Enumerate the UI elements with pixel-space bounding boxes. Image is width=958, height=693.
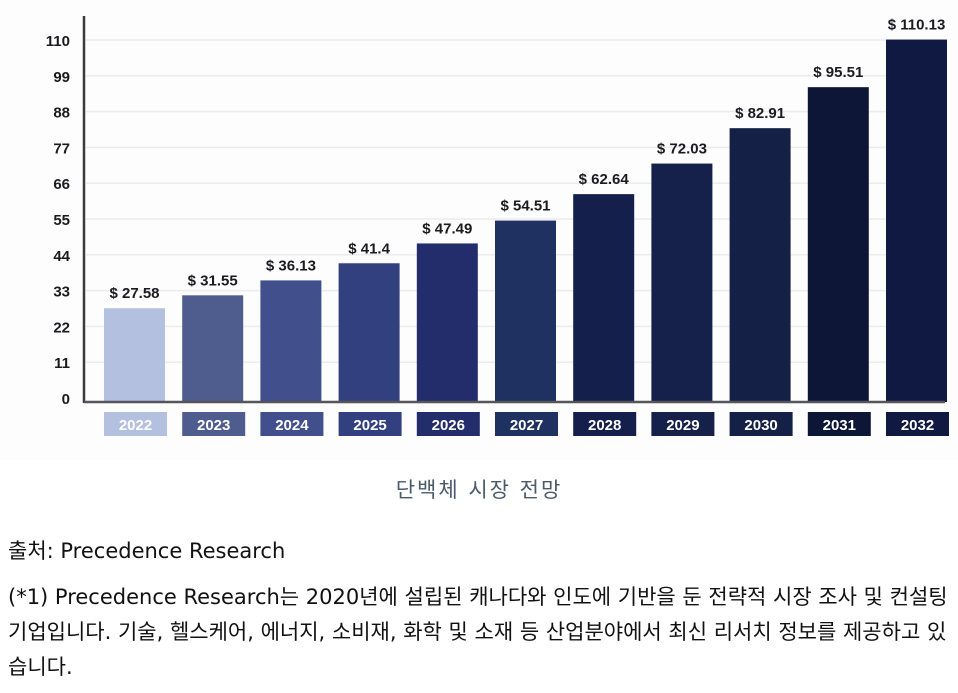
x-tick-label: 2030: [744, 417, 777, 434]
value-label: $ 54.51: [500, 198, 550, 215]
bar-2025: [338, 263, 400, 402]
bar-chart: 0 11 22 33 44 55 66 77 88 99 110 $ 27.58 $ 31.55 $ 3…: [46, 16, 949, 436]
bar-2022: [104, 308, 165, 402]
value-labels: $ 27.58 $ 31.55 $ 36.13 $ 41.4 $ 47.49 $ 54.5…: [109, 17, 945, 303]
x-tick-label: 2022: [119, 417, 152, 434]
x-label-box: [651, 412, 715, 436]
bar-2032: [886, 39, 947, 403]
x-tick-label: 2023: [197, 417, 230, 434]
bar-2026: [416, 243, 478, 402]
value-label: $ 27.58: [109, 285, 159, 302]
y-tick-label: 66: [53, 176, 70, 193]
value-label: $ 41.4: [348, 240, 390, 257]
footnote-text: (*1) Precedence Research는 2020년에 설립된 캐나다…: [8, 585, 948, 679]
x-tick-label: 2032: [901, 417, 934, 434]
x-label-box: [729, 412, 793, 436]
y-tick-label: 33: [53, 284, 70, 301]
chart-area: 0 11 22 33 44 55 66 77 88 99 110 $ 27.58 $ 31.55 $ 3…: [45, 16, 949, 436]
y-tick-label: 11: [54, 355, 70, 372]
x-label-box: [886, 412, 949, 436]
y-tick-label: 0: [62, 391, 70, 408]
bar-2030: [729, 128, 791, 402]
x-label-box: [260, 412, 324, 436]
bar-2024: [260, 280, 322, 402]
value-label: $ 47.49: [422, 220, 472, 237]
value-label: $ 62.64: [579, 171, 630, 188]
value-label: $ 31.55: [188, 272, 238, 289]
bar-2023: [182, 295, 244, 402]
x-label-box: [573, 412, 637, 436]
value-label: $ 82.91: [735, 105, 785, 122]
x-tick-label: 2028: [588, 417, 621, 434]
y-axis-ticks: 0 11 22 33 44 55 66 77 88 99 110: [46, 33, 71, 408]
x-tick-label: 2025: [353, 417, 386, 434]
x-label-box: [104, 412, 167, 436]
x-tick-label: 2031: [823, 417, 856, 434]
x-label-box: [182, 412, 246, 436]
x-tick-label: 2027: [510, 417, 543, 434]
y-tick-label: 55: [53, 212, 70, 229]
x-label-box: [495, 412, 558, 436]
bar-2027: [495, 220, 556, 402]
y-tick-label: 22: [53, 319, 70, 336]
bar-2028: [573, 194, 635, 402]
y-tick-label: 44: [53, 248, 70, 265]
value-label: $ 36.13: [266, 257, 316, 274]
x-axis-labels: 2022 2023 2024 2025 2026 2027 2028 2029 2030 2031…: [104, 412, 949, 436]
y-tick-label: 88: [53, 105, 70, 122]
source-text: 출처: Precedence Research: [8, 539, 286, 563]
bar-2029: [651, 163, 713, 402]
x-tick-label: 2024: [275, 417, 309, 434]
y-tick-label: 110: [46, 33, 70, 50]
value-label: $ 95.51: [813, 64, 863, 81]
y-tick-label: 77: [53, 140, 70, 157]
x-tick-label: 2026: [432, 417, 465, 434]
x-label-box: [416, 412, 480, 436]
value-label: $ 110.13: [888, 17, 946, 34]
chart-caption: 단백체 시장 전망: [395, 478, 563, 502]
value-label: $ 72.03: [657, 141, 707, 158]
bar-2031: [807, 87, 869, 403]
bars: [104, 39, 947, 403]
x-label-box: [807, 412, 871, 436]
x-tick-label: 2029: [666, 417, 699, 434]
x-label-box: [338, 412, 402, 436]
y-tick-label: 99: [53, 69, 70, 86]
